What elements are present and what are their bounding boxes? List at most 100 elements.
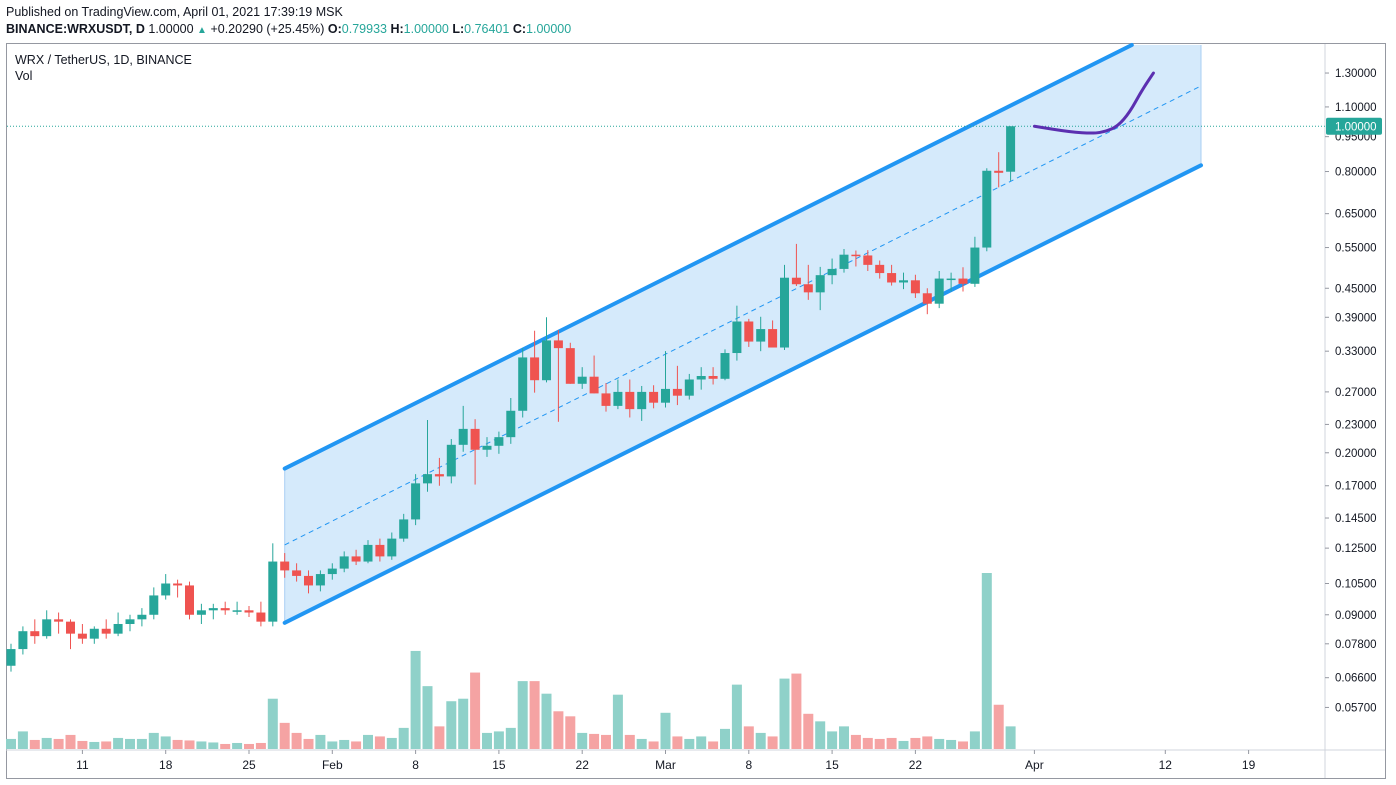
y-tick-label: 0.65000 <box>1335 209 1377 221</box>
volume-bar <box>446 701 457 749</box>
candle-body <box>339 556 349 569</box>
volume-bar <box>624 734 635 749</box>
volume-bar <box>731 684 742 749</box>
candle-body <box>66 621 75 634</box>
y-tick-label: 0.39000 <box>1335 312 1377 324</box>
candle-body <box>232 610 242 612</box>
candle-body <box>720 353 730 379</box>
candle-body <box>42 619 52 637</box>
volume-bar <box>505 727 516 749</box>
x-tick-label: 8 <box>745 758 752 772</box>
volume-bar <box>65 734 76 749</box>
candle-body <box>423 474 432 484</box>
last-price: 1.00000 <box>148 22 194 36</box>
candle-body <box>577 376 587 384</box>
volume-bar <box>850 734 861 749</box>
y-tick-label: 0.33000 <box>1335 346 1377 358</box>
candle-body <box>399 519 409 539</box>
volume-bar <box>339 739 350 749</box>
candle-body <box>101 628 111 634</box>
volume-bar <box>386 737 397 749</box>
volume-bar <box>113 737 124 749</box>
candle-body <box>791 277 801 285</box>
volume-bar <box>77 740 88 749</box>
volume-bar <box>755 732 766 749</box>
volume-bar <box>862 737 873 749</box>
y-tick-label: 0.27000 <box>1335 387 1377 399</box>
volume-bar <box>315 734 326 749</box>
candle-body <box>244 610 254 613</box>
volume-bar <box>363 734 373 749</box>
volume-bar <box>398 727 409 749</box>
candle-body <box>958 278 968 284</box>
candle-body <box>161 583 171 596</box>
y-tick-label: 0.10500 <box>1335 578 1377 590</box>
volume-bar <box>589 733 600 749</box>
high-value: 1.00000 <box>403 22 449 36</box>
candle-body <box>375 544 385 557</box>
volume-bar <box>827 731 838 749</box>
candle-body <box>827 268 837 276</box>
volume-bar <box>958 741 968 749</box>
candle-body <box>839 254 849 269</box>
candle-body <box>518 357 528 411</box>
volume-bar <box>220 743 231 749</box>
x-tick-label: 22 <box>909 758 923 772</box>
candle-body <box>613 391 623 406</box>
candle-body <box>196 610 206 615</box>
candle-body <box>494 437 504 446</box>
open-label: O: <box>327 22 342 36</box>
volume-bar <box>136 738 147 749</box>
candle-body <box>982 170 992 248</box>
volume-bar <box>17 731 28 749</box>
candle-body <box>363 544 373 562</box>
candle-body <box>256 612 266 622</box>
candle-body <box>1006 126 1016 172</box>
volume-bar <box>565 716 576 749</box>
candle-body <box>315 574 325 586</box>
y-tick-label: 0.07800 <box>1335 639 1377 651</box>
y-tick-label: 0.45000 <box>1335 283 1377 295</box>
volume-bar <box>720 728 730 749</box>
last-price-tag <box>1326 117 1382 135</box>
volume-bar <box>696 736 707 749</box>
candle-body <box>482 445 492 450</box>
volume-bar <box>279 722 290 749</box>
candle-body <box>649 391 659 403</box>
candle-body <box>292 570 302 576</box>
volume-bar <box>874 738 885 749</box>
candle-body <box>565 348 575 384</box>
volume-bar <box>267 698 278 749</box>
volume-bar <box>422 686 433 749</box>
candle-body <box>756 329 766 342</box>
candle-body <box>77 633 87 639</box>
y-tick-label: 0.20000 <box>1335 448 1377 460</box>
volume-bar <box>517 681 528 749</box>
volume-bar <box>529 681 540 749</box>
volume-bar <box>815 721 826 749</box>
volume-bar <box>672 736 683 749</box>
candle-body <box>542 340 551 381</box>
volume-bar <box>934 738 945 749</box>
candle-body <box>553 340 563 349</box>
volume-bar <box>1005 726 1016 749</box>
y-tick-label: 0.23000 <box>1335 419 1377 431</box>
candle-body <box>815 275 825 293</box>
volume-bar <box>410 650 421 749</box>
volume-bar <box>53 738 64 749</box>
x-tick-label: Mar <box>655 758 676 772</box>
x-tick-label: 22 <box>576 758 590 772</box>
candle-body <box>732 321 742 354</box>
y-tick-label: 0.14500 <box>1335 513 1377 525</box>
candle-body <box>661 388 670 403</box>
x-tick-label: 12 <box>1159 758 1173 772</box>
candle-body <box>934 278 944 304</box>
candle-body <box>280 561 290 571</box>
volume-bar <box>458 698 469 749</box>
y-tick-label: 0.80000 <box>1335 167 1377 179</box>
candle-body <box>887 273 897 283</box>
candle-body <box>351 556 361 562</box>
volume-bar <box>969 731 980 749</box>
volume-bar <box>148 732 159 749</box>
